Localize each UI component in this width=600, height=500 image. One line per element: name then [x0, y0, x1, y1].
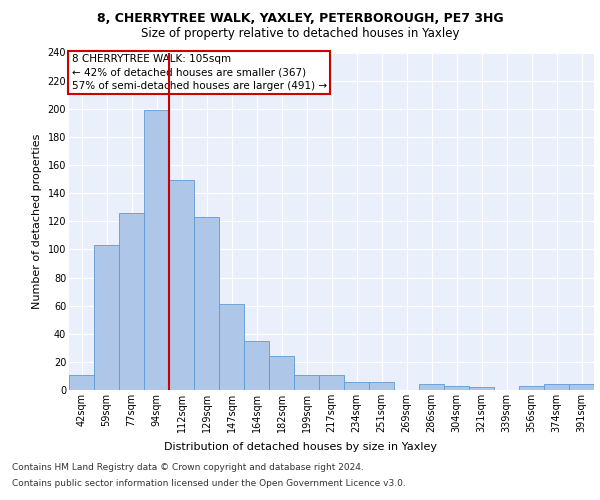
Bar	[344, 382, 369, 390]
Text: Contains public sector information licensed under the Open Government Licence v3: Contains public sector information licen…	[12, 478, 406, 488]
Y-axis label: Number of detached properties: Number of detached properties	[32, 134, 42, 309]
Text: 8 CHERRYTREE WALK: 105sqm
← 42% of detached houses are smaller (367)
57% of semi: 8 CHERRYTREE WALK: 105sqm ← 42% of detac…	[71, 54, 327, 90]
Bar	[319, 374, 344, 390]
Bar	[294, 374, 319, 390]
Bar	[444, 386, 469, 390]
Text: 8, CHERRYTREE WALK, YAXLEY, PETERBOROUGH, PE7 3HG: 8, CHERRYTREE WALK, YAXLEY, PETERBOROUGH…	[97, 12, 503, 24]
Bar	[419, 384, 444, 390]
Bar	[169, 180, 194, 390]
Bar	[94, 245, 119, 390]
Text: Distribution of detached houses by size in Yaxley: Distribution of detached houses by size …	[163, 442, 437, 452]
Bar	[144, 110, 169, 390]
Bar	[569, 384, 594, 390]
Bar	[194, 217, 219, 390]
Bar	[119, 213, 144, 390]
Bar	[369, 382, 394, 390]
Bar	[219, 304, 244, 390]
Bar	[244, 341, 269, 390]
Bar	[469, 387, 494, 390]
Text: Size of property relative to detached houses in Yaxley: Size of property relative to detached ho…	[141, 28, 459, 40]
Bar	[69, 374, 94, 390]
Text: Contains HM Land Registry data © Crown copyright and database right 2024.: Contains HM Land Registry data © Crown c…	[12, 464, 364, 472]
Bar	[544, 384, 569, 390]
Bar	[519, 386, 544, 390]
Bar	[269, 356, 294, 390]
